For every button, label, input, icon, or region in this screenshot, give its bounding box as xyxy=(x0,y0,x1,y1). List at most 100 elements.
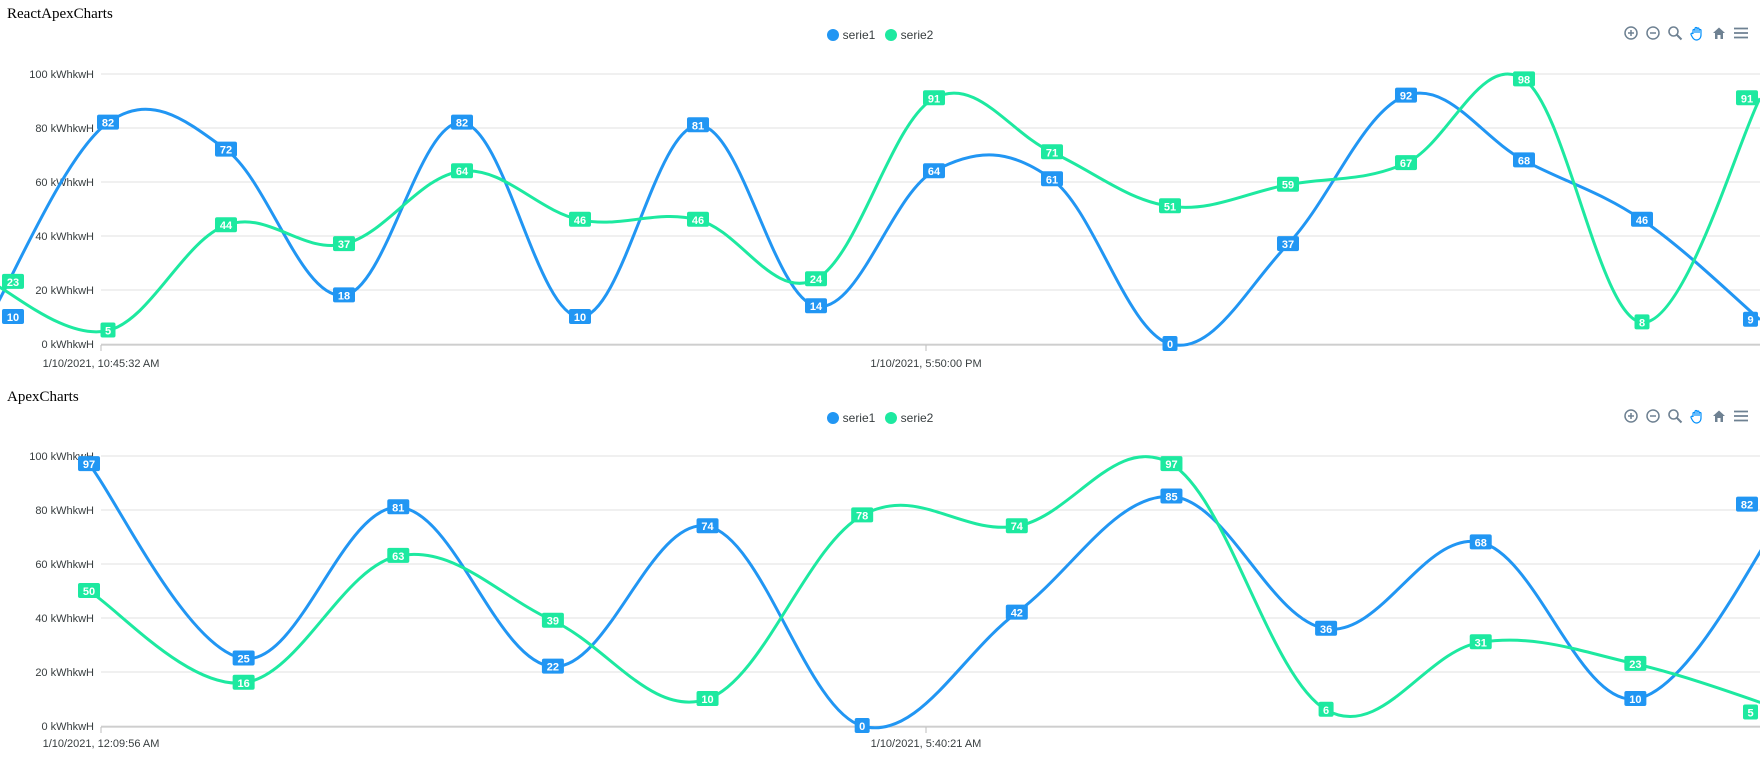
data-label: 68 xyxy=(1469,534,1492,550)
data-label-box xyxy=(569,309,591,324)
data-label-box xyxy=(97,114,119,130)
chart-title: ReactApexCharts xyxy=(7,6,113,22)
data-label-box xyxy=(1631,211,1653,227)
data-label-box xyxy=(1277,176,1299,192)
data-label-box xyxy=(687,211,709,227)
data-label-box xyxy=(232,674,255,690)
data-label-text: 37 xyxy=(1282,239,1294,251)
chart-title: ApexCharts xyxy=(7,389,79,405)
data-label-text: 23 xyxy=(7,277,19,289)
data-label-text: 98 xyxy=(1518,74,1530,86)
data-label-box xyxy=(1624,691,1647,706)
data-label: 10 xyxy=(696,691,719,706)
legend-item-serie2[interactable]: serie2 xyxy=(884,411,933,425)
data-label: 24 xyxy=(805,271,827,287)
series-line-serie2 xyxy=(0,72,1760,334)
data-label-box xyxy=(541,612,564,628)
data-label-box xyxy=(451,114,473,130)
zoom-out-icon[interactable] xyxy=(1644,24,1662,42)
data-label-box xyxy=(1469,634,1492,650)
magnifier-icon[interactable] xyxy=(1666,24,1684,42)
line-chart-plot: 0 kWhkwH 20 kWhkwH 40 kWhkwH 60 kWhkwH 80 kW… xyxy=(29,451,1760,750)
y-tick-label: 20 kWhkwH xyxy=(35,285,94,297)
legend-label: serie2 xyxy=(900,28,934,42)
legend-marker-serie2 xyxy=(884,29,897,41)
data-label: 18 xyxy=(333,287,355,303)
data-label: 82 xyxy=(451,114,473,130)
zoom-in-icon[interactable] xyxy=(1622,24,1640,42)
data-label: 82 xyxy=(97,114,119,130)
data-label: 37 xyxy=(1277,236,1299,252)
data-label: 10 xyxy=(569,309,591,324)
data-label: 63 xyxy=(387,547,410,563)
pan-hand-icon[interactable] xyxy=(1688,24,1706,42)
data-label-box xyxy=(541,658,564,674)
data-label-box xyxy=(1041,171,1063,187)
data-label-box xyxy=(2,273,24,289)
data-label-box xyxy=(333,287,355,303)
data-label-box xyxy=(232,650,255,666)
data-label-text: 46 xyxy=(1636,215,1648,227)
data-label-text: 64 xyxy=(456,166,469,178)
data-label: 5 xyxy=(1743,704,1758,720)
data-label-box xyxy=(1162,336,1178,351)
menu-icon[interactable] xyxy=(1732,24,1750,42)
magnifier-icon[interactable] xyxy=(1666,407,1684,425)
data-label-text: 64 xyxy=(928,166,941,178)
data-label-box xyxy=(851,507,874,523)
data-label-text: 46 xyxy=(692,215,704,227)
legend-label: serie1 xyxy=(842,411,876,425)
data-label-box xyxy=(687,117,709,133)
data-label-text: 10 xyxy=(701,694,713,706)
menu-icon[interactable] xyxy=(1732,407,1750,425)
data-label-box xyxy=(1315,620,1338,636)
y-tick-label: 60 kWhkwH xyxy=(35,559,94,571)
data-label-text: 97 xyxy=(83,459,95,471)
data-label: 46 xyxy=(687,211,709,227)
pan-hand-icon[interactable] xyxy=(1688,407,1706,425)
data-label-text: 0 xyxy=(859,721,865,733)
data-label: 42 xyxy=(1005,604,1028,620)
data-label: 23 xyxy=(1624,655,1647,671)
data-label-text: 24 xyxy=(810,274,823,286)
data-label-box xyxy=(1160,488,1183,504)
data-label-text: 31 xyxy=(1475,637,1487,649)
home-icon[interactable] xyxy=(1710,24,1728,42)
data-label: 85 xyxy=(1160,488,1183,504)
y-tick-label: 0 kWhkwH xyxy=(41,339,94,351)
data-label-box xyxy=(696,691,719,706)
data-label-text: 22 xyxy=(547,662,559,674)
legend-item-serie1[interactable]: serie1 xyxy=(826,411,876,425)
data-label: 92 xyxy=(1395,87,1417,103)
data-label-text: 25 xyxy=(238,654,250,666)
data-label-text: 91 xyxy=(1741,93,1753,105)
zoom-in-icon[interactable] xyxy=(1622,407,1640,425)
data-label: 64 xyxy=(923,163,945,179)
home-icon[interactable] xyxy=(1710,407,1728,425)
legend-item-serie2[interactable]: serie2 xyxy=(884,28,934,42)
data-label-box xyxy=(1624,655,1647,671)
data-label: 64 xyxy=(451,163,473,179)
data-label-text: 51 xyxy=(1164,201,1176,213)
data-label-text: 82 xyxy=(456,118,468,130)
data-label: 46 xyxy=(1631,211,1653,227)
data-label-text: 5 xyxy=(1747,708,1753,720)
data-label-box xyxy=(100,322,116,338)
legend-label: serie1 xyxy=(842,28,876,42)
data-label-text: 44 xyxy=(220,220,233,232)
data-label-text: 46 xyxy=(574,215,586,227)
data-label-text: 8 xyxy=(1639,317,1645,329)
data-label-text: 18 xyxy=(338,290,350,302)
data-label-box xyxy=(1513,71,1535,87)
data-label-box xyxy=(1634,314,1650,330)
data-label: 50 xyxy=(78,583,100,598)
legend-item-serie1[interactable]: serie1 xyxy=(826,28,876,42)
zoom-out-icon[interactable] xyxy=(1644,407,1662,425)
data-label-box xyxy=(1277,236,1299,252)
data-label: 97 xyxy=(78,456,100,472)
data-label: 61 xyxy=(1041,171,1063,187)
data-label-text: 0 xyxy=(1167,339,1173,351)
data-label: 39 xyxy=(541,612,564,628)
y-tick-label: 60 kWhkwH xyxy=(35,177,94,189)
data-label: 23 xyxy=(2,273,24,289)
